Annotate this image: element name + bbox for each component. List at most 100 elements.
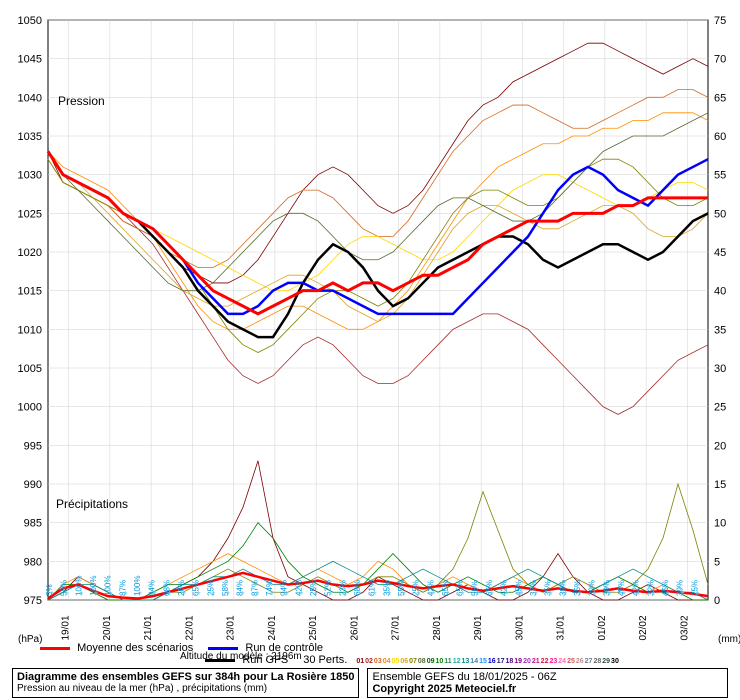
svg-text:*: * <box>549 590 553 601</box>
svg-text:25: 25 <box>714 402 726 414</box>
svg-text:*: * <box>373 590 377 601</box>
svg-text:29/01: 29/01 <box>473 615 484 640</box>
svg-text:1040: 1040 <box>18 92 42 104</box>
svg-text:*: * <box>241 590 245 601</box>
legend-control-swatch <box>208 647 238 650</box>
svg-text:975: 975 <box>24 595 42 607</box>
svg-text:03/02: 03/02 <box>679 615 690 640</box>
ensemble-info: Ensemble GEFS du 18/01/2025 - 06Z <box>372 671 723 683</box>
svg-text:1030: 1030 <box>18 170 42 182</box>
svg-text:*: * <box>578 590 582 601</box>
svg-text:*: * <box>461 590 465 601</box>
svg-text:35: 35 <box>714 324 726 336</box>
svg-text:*: * <box>65 590 69 601</box>
svg-text:02/02: 02/02 <box>638 615 649 640</box>
svg-text:15: 15 <box>714 479 726 491</box>
svg-text:*: * <box>681 590 685 601</box>
svg-text:*: * <box>695 590 699 601</box>
svg-text:19/01: 19/01 <box>61 615 72 640</box>
ensemble-chart: 9759809859909951000100510101015102010251… <box>0 0 740 700</box>
svg-text:*: * <box>622 590 626 601</box>
svg-text:31/01: 31/01 <box>556 615 567 640</box>
svg-text:*: * <box>666 590 670 601</box>
svg-text:*: * <box>651 590 655 601</box>
svg-text:30/01: 30/01 <box>514 615 525 640</box>
svg-text:*: * <box>285 590 289 601</box>
svg-text:*: * <box>446 590 450 601</box>
svg-text:10: 10 <box>714 518 726 530</box>
svg-text:*: * <box>138 590 142 601</box>
svg-text:*: * <box>343 590 347 601</box>
chart-subtitle: Pression au niveau de la mer (hPa) , pré… <box>17 683 354 694</box>
svg-text:50: 50 <box>714 208 726 220</box>
svg-text:*: * <box>534 590 538 601</box>
legend-row: Moyenne des scénarios Run de contrôle Mo… <box>40 642 730 662</box>
svg-text:*: * <box>431 590 435 601</box>
svg-text:45: 45 <box>714 247 726 259</box>
svg-text:*: * <box>299 590 303 601</box>
svg-text:*: * <box>358 590 362 601</box>
svg-text:*: * <box>270 590 274 601</box>
svg-text:*: * <box>153 590 157 601</box>
svg-text:23/01: 23/01 <box>226 615 237 640</box>
svg-text:55: 55 <box>714 170 726 182</box>
svg-text:*: * <box>607 590 611 601</box>
svg-text:985: 985 <box>24 518 42 530</box>
svg-text:65: 65 <box>714 92 726 104</box>
svg-text:27/01: 27/01 <box>391 615 402 640</box>
svg-text:1000: 1000 <box>18 402 42 414</box>
svg-text:*: * <box>79 590 83 601</box>
svg-text:1050: 1050 <box>18 15 42 27</box>
svg-text:5: 5 <box>714 556 720 568</box>
svg-text:*: * <box>314 590 318 601</box>
svg-text:*: * <box>123 590 127 601</box>
legend-mean-label: Moyenne des scénarios <box>77 642 193 654</box>
svg-text:*: * <box>563 590 567 601</box>
copyright: Copyright 2025 Meteociel.fr <box>372 683 723 695</box>
svg-text:20: 20 <box>714 440 726 452</box>
perts-count: 30 Perts. <box>303 654 347 666</box>
svg-text:40: 40 <box>714 286 726 298</box>
svg-text:1020: 1020 <box>18 247 42 259</box>
svg-text:*: * <box>490 590 494 601</box>
svg-text:20/01: 20/01 <box>102 615 113 640</box>
svg-text:*: * <box>329 590 333 601</box>
svg-text:75: 75 <box>714 15 726 27</box>
svg-text:22/01: 22/01 <box>184 615 195 640</box>
svg-text:*: * <box>197 590 201 601</box>
svg-text:990: 990 <box>24 479 42 491</box>
svg-text:1045: 1045 <box>18 54 42 66</box>
svg-text:1015: 1015 <box>18 286 42 298</box>
svg-text:*: * <box>387 590 391 601</box>
svg-text:01/02: 01/02 <box>597 615 608 640</box>
svg-text:*: * <box>637 590 641 601</box>
svg-text:Précipitations: Précipitations <box>56 497 128 511</box>
svg-text:30: 30 <box>714 363 726 375</box>
legend-mean-swatch <box>40 647 70 650</box>
svg-text:*: * <box>255 590 259 601</box>
svg-text:*: * <box>182 590 186 601</box>
svg-text:1035: 1035 <box>18 131 42 143</box>
svg-text:28/01: 28/01 <box>432 615 443 640</box>
svg-text:*: * <box>211 590 215 601</box>
svg-text:1025: 1025 <box>18 208 42 220</box>
svg-text:1010: 1010 <box>18 324 42 336</box>
svg-text:980: 980 <box>24 556 42 568</box>
chart-svg: 9759809859909951000100510101015102010251… <box>0 0 740 700</box>
svg-text:*: * <box>593 590 597 601</box>
footer: Diagramme des ensembles GEFS sur 384h po… <box>8 668 732 698</box>
svg-text:*: * <box>402 590 406 601</box>
svg-text:70: 70 <box>714 54 726 66</box>
svg-text:60: 60 <box>714 131 726 143</box>
svg-text:1005: 1005 <box>18 363 42 375</box>
svg-text:26/01: 26/01 <box>349 615 360 640</box>
svg-text:24/01: 24/01 <box>267 615 278 640</box>
perts-swatches: 0102030405060708091011121314151617181920… <box>356 654 620 666</box>
svg-text:Pression: Pression <box>58 94 105 108</box>
svg-text:*: * <box>519 590 523 601</box>
svg-text:*: * <box>94 590 98 601</box>
footer-info-box: Ensemble GEFS du 18/01/2025 - 06Z Copyri… <box>367 668 728 698</box>
svg-text:21/01: 21/01 <box>143 615 154 640</box>
chart-title: Diagramme des ensembles GEFS sur 384h po… <box>17 671 354 683</box>
svg-text:*: * <box>50 590 54 601</box>
